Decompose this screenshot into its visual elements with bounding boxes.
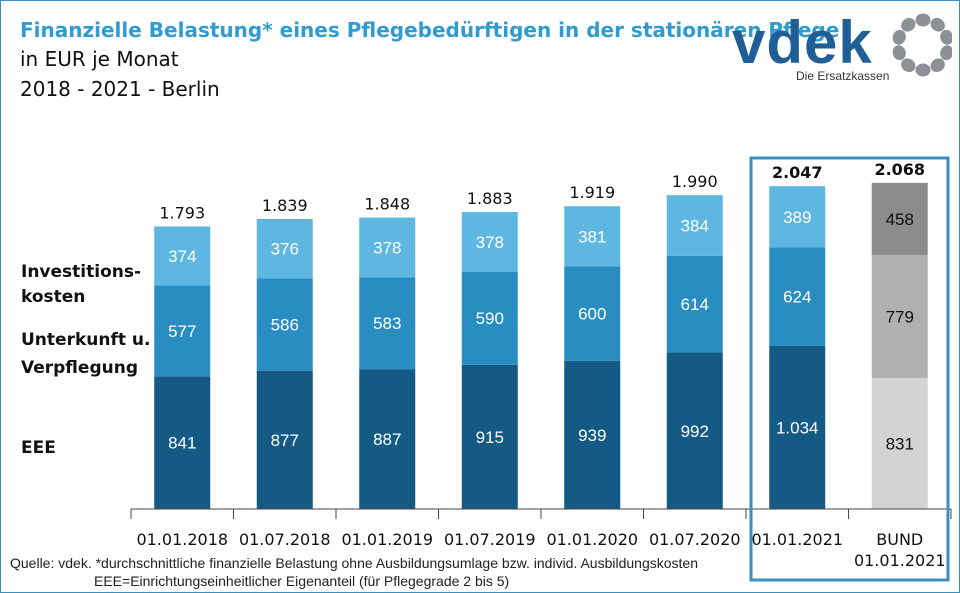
- data-label: 577: [168, 322, 196, 341]
- bar-segment: [564, 266, 621, 361]
- data-label: 389: [783, 208, 811, 227]
- chart-period: 2018 - 2021 - Berlin: [20, 77, 220, 101]
- bar-segment: [769, 345, 826, 509]
- total-label: 1.793: [159, 203, 205, 222]
- bar-segment: [256, 278, 313, 371]
- bar-segment: [666, 255, 723, 353]
- bar-segment: [154, 226, 211, 286]
- x-tick-label: 01.01.2018: [136, 530, 228, 549]
- logo-dot: [915, 13, 931, 27]
- data-label: 624: [783, 288, 811, 307]
- source-note: Quelle: vdek. *durchschnittliche finanzi…: [10, 555, 698, 571]
- data-label: 614: [681, 295, 709, 314]
- eee-note: EEE=Einrichtungseinheitlicher Eigenantei…: [94, 573, 510, 589]
- x-axis: 01.01.2018 01.07.2018 01.01.2019 01.07.2019…: [130, 508, 952, 570]
- bar-segment: [564, 206, 621, 267]
- data-label: 841: [168, 434, 196, 453]
- logo-tagline: Die Ersatzkassen: [796, 69, 889, 83]
- logo-dot: [930, 58, 945, 73]
- logo-wordmark: vdek: [732, 9, 873, 76]
- vdek-logo: vdek Die Ersatzkassen: [732, 9, 952, 83]
- bar-segment: [666, 195, 723, 256]
- bar-segment: [461, 364, 518, 509]
- bar-segment: [461, 271, 518, 365]
- logo-dot: [915, 63, 931, 77]
- bar-segment: [461, 212, 518, 272]
- x-tick-label: BUND: [876, 530, 923, 549]
- bar-segment: [256, 218, 313, 279]
- x-tick-label: 01.01.2020: [546, 530, 638, 549]
- chart-bars: 841 577 374 1.793 877 586 376 1.839 887 583 378 1.8…: [154, 160, 928, 509]
- total-label: 1.990: [672, 172, 718, 191]
- bar-segment: [256, 370, 313, 509]
- data-label: 381: [578, 227, 606, 246]
- data-label: 887: [373, 430, 401, 449]
- legend-label: Unterkunft u.: [21, 330, 150, 350]
- total-label: 2.068: [874, 160, 925, 179]
- data-label: 374: [168, 247, 196, 266]
- bar-segment: [666, 352, 723, 509]
- data-label: 877: [271, 431, 299, 450]
- legend-label: Investitions-: [21, 262, 141, 282]
- logo-dot: [901, 17, 916, 32]
- data-label: 458: [886, 210, 914, 229]
- legend-label: kosten: [21, 287, 85, 307]
- highlight-box: [749, 156, 950, 582]
- chart-legend: EEE Unterkunft u. Verpflegung Investitions-…: [21, 262, 150, 458]
- legend-label: EEE: [21, 438, 56, 458]
- legend-label: Verpflegung: [21, 358, 138, 378]
- logo-ring-icon: [892, 13, 952, 77]
- data-label: 831: [886, 434, 914, 453]
- bar-segment: [359, 369, 416, 509]
- chart-subtitle: in EUR je Monat: [20, 47, 179, 71]
- logo-dot: [892, 45, 906, 61]
- x-tick-label: 01.07.2019: [444, 530, 536, 549]
- chart-footer: Quelle: vdek. *durchschnittliche finanzi…: [10, 554, 698, 590]
- logo-dot: [940, 29, 952, 45]
- bar-segment: [769, 186, 826, 248]
- data-label: 1.034: [776, 418, 819, 437]
- x-tick-label: 01.07.2018: [239, 530, 331, 549]
- logo-dot: [901, 58, 916, 73]
- bar-segment: [359, 277, 416, 370]
- total-label: 1.848: [364, 195, 410, 214]
- data-label: 378: [476, 233, 504, 252]
- bar-segment: [564, 360, 621, 509]
- total-label: 1.883: [467, 189, 513, 208]
- data-label: 378: [373, 238, 401, 257]
- data-label: 600: [578, 305, 606, 324]
- data-label: 583: [373, 314, 401, 333]
- x-tick-label: 01.01.2021: [751, 530, 843, 549]
- logo-dot: [892, 29, 906, 45]
- bar-segment: [871, 182, 928, 256]
- data-label: 376: [271, 240, 299, 259]
- bar-segment: [769, 247, 826, 346]
- data-label: 384: [681, 216, 709, 235]
- x-tick-label: 01.01.2019: [341, 530, 433, 549]
- chart-title: Finanzielle Belastung* eines Pflegebedür…: [20, 18, 840, 42]
- total-label: 1.839: [262, 196, 308, 215]
- data-label: 939: [578, 426, 606, 445]
- bar-segment: [154, 285, 211, 377]
- logo-dot: [930, 17, 945, 32]
- bar-segment: [359, 217, 416, 278]
- data-label: 779: [886, 308, 914, 327]
- bar-segment: [154, 376, 211, 509]
- data-label: 992: [681, 422, 709, 441]
- total-label: 1.919: [569, 183, 615, 202]
- total-label: 2.047: [772, 163, 823, 182]
- logo-dot: [940, 45, 952, 61]
- data-label: 590: [476, 309, 504, 328]
- x-tick-label: 01.07.2020: [649, 530, 741, 549]
- bar-segment: [871, 255, 928, 378]
- data-label: 586: [271, 315, 299, 334]
- data-label: 915: [476, 428, 504, 447]
- bar-segment: [871, 377, 928, 509]
- x-tick-label: 01.01.2021: [854, 551, 946, 570]
